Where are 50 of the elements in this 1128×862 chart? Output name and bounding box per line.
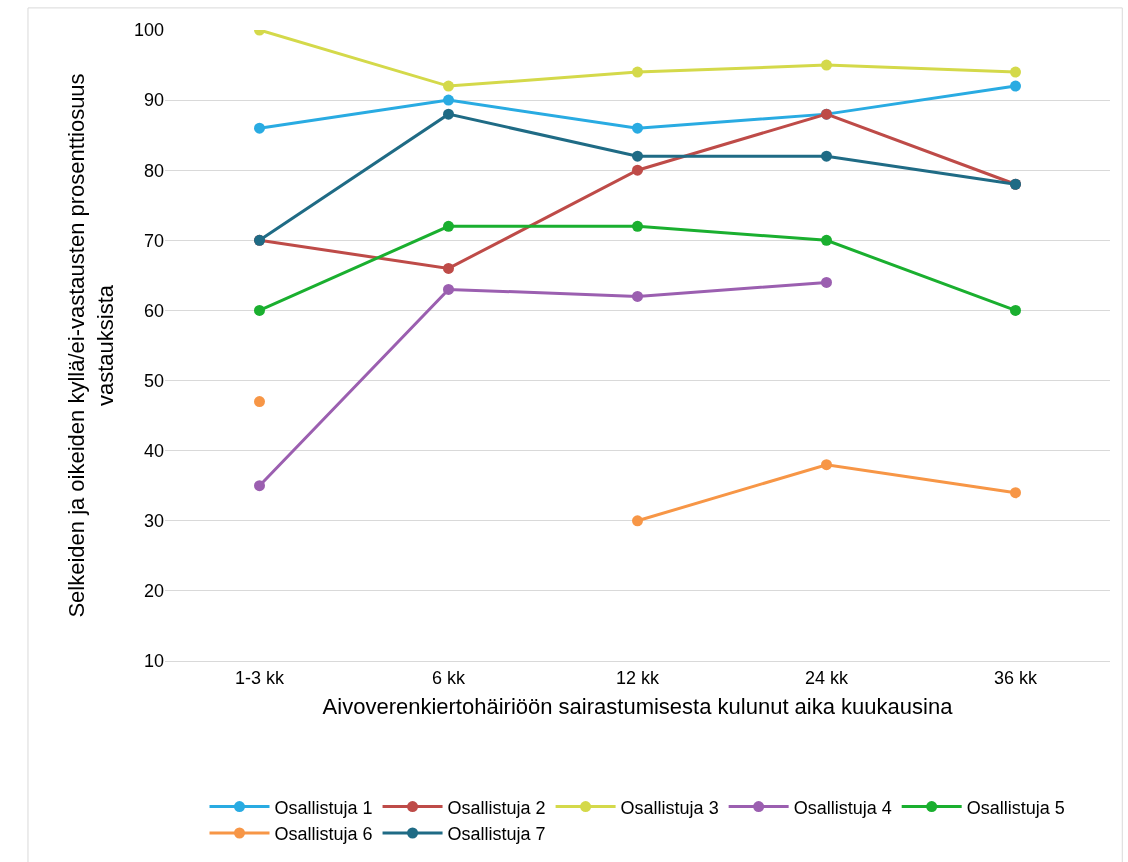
point [443, 283, 454, 295]
point [632, 66, 643, 78]
y-tick-label: 40 [143, 440, 164, 461]
x-tick-label: 24 kk [804, 667, 850, 688]
x-tick-label: 1-3 kk [234, 667, 285, 688]
legend-label: Osallistuja 6 [274, 824, 373, 845]
point [443, 262, 454, 274]
y-tick-label: 30 [143, 511, 164, 532]
point [821, 234, 832, 246]
point [254, 304, 265, 316]
legend-label: Osallistuja 1 [274, 797, 373, 818]
point [632, 164, 643, 176]
y-axis-title: Selkeiden ja oikeiden kyllä/ei-vastausten prosenttiosuus vastauksista [64, 73, 118, 618]
point [821, 150, 832, 162]
x-tick-label: 12 kk [615, 667, 661, 688]
x-tick-label: 6 kk [431, 667, 466, 688]
point [1010, 487, 1021, 499]
legend-label: Osallistuja 4 [793, 797, 892, 818]
point [1010, 304, 1021, 316]
point [821, 459, 832, 471]
point [254, 396, 265, 408]
y-tick-label: 60 [143, 300, 164, 321]
x-axis-title: Aivoverenkiertohäiriöön sairastumisesta kulunut aika kuukausina [322, 694, 954, 720]
y-tick-label: 70 [143, 230, 164, 251]
point [254, 122, 265, 134]
point [254, 480, 265, 492]
point [443, 94, 454, 106]
point [632, 220, 643, 232]
point [632, 290, 643, 302]
legend-label: Osallistuja 7 [447, 824, 546, 845]
x-tick-label: 36 kk [993, 667, 1039, 688]
point [443, 108, 454, 120]
point [632, 122, 643, 134]
point [443, 80, 454, 92]
legend-label: Osallistuja 2 [447, 797, 546, 818]
point [443, 220, 454, 232]
legend-label: Osallistuja 5 [966, 797, 1065, 818]
y-tick-label: 100 [133, 20, 164, 41]
point [1010, 80, 1021, 92]
point [632, 515, 643, 527]
point [632, 150, 643, 162]
point [821, 276, 832, 288]
y-tick-label: 80 [143, 160, 164, 181]
y-tick-label: 20 [143, 581, 164, 602]
point [1010, 66, 1021, 78]
y-tick-label: 10 [143, 651, 164, 672]
legend-label: Osallistuja 3 [620, 797, 719, 818]
y-tick-label: 90 [143, 90, 164, 111]
point [821, 59, 832, 71]
y-tick-label: 50 [143, 370, 164, 391]
